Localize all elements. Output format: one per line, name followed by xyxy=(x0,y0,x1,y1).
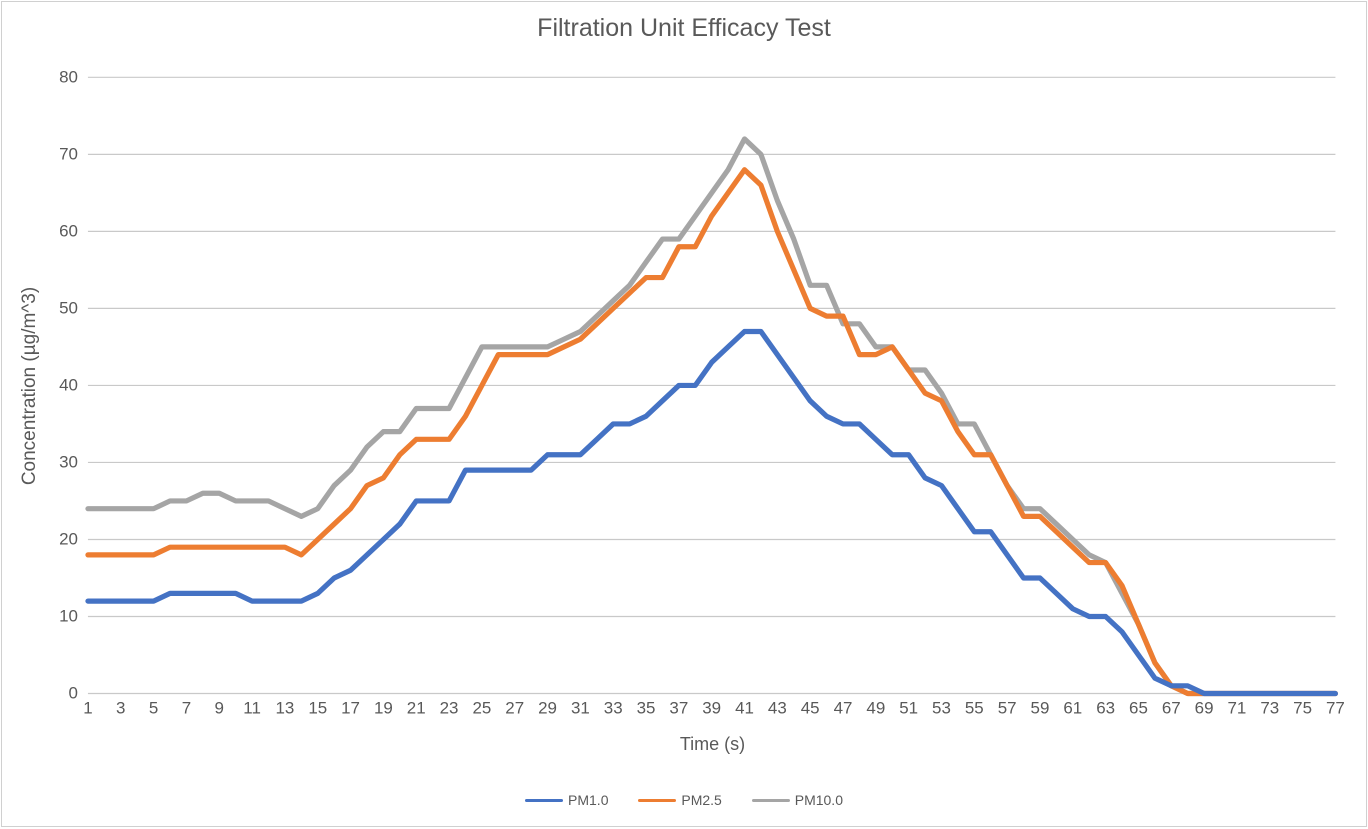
svg-text:27: 27 xyxy=(505,698,524,717)
svg-text:1: 1 xyxy=(83,698,92,717)
svg-text:29: 29 xyxy=(538,698,557,717)
svg-text:59: 59 xyxy=(1031,698,1050,717)
svg-text:69: 69 xyxy=(1195,698,1214,717)
svg-text:67: 67 xyxy=(1162,698,1181,717)
svg-text:65: 65 xyxy=(1129,698,1148,717)
svg-text:61: 61 xyxy=(1063,698,1082,717)
svg-text:7: 7 xyxy=(182,698,191,717)
svg-text:9: 9 xyxy=(215,698,224,717)
svg-text:80: 80 xyxy=(59,67,78,86)
svg-text:53: 53 xyxy=(932,698,951,717)
svg-text:20: 20 xyxy=(59,529,78,548)
svg-text:51: 51 xyxy=(899,698,918,717)
svg-text:31: 31 xyxy=(571,698,590,717)
svg-text:63: 63 xyxy=(1096,698,1115,717)
svg-text:30: 30 xyxy=(59,452,78,471)
svg-text:37: 37 xyxy=(669,698,688,717)
svg-text:77: 77 xyxy=(1326,698,1345,717)
svg-text:25: 25 xyxy=(472,698,491,717)
svg-text:73: 73 xyxy=(1260,698,1279,717)
svg-text:11: 11 xyxy=(243,698,261,717)
svg-text:45: 45 xyxy=(801,698,820,717)
svg-text:3: 3 xyxy=(116,698,125,717)
svg-text:57: 57 xyxy=(998,698,1017,717)
svg-text:70: 70 xyxy=(59,144,78,163)
svg-text:75: 75 xyxy=(1293,698,1312,717)
svg-text:39: 39 xyxy=(702,698,721,717)
svg-text:23: 23 xyxy=(440,698,459,717)
svg-text:60: 60 xyxy=(59,221,78,240)
svg-text:47: 47 xyxy=(834,698,853,717)
svg-text:17: 17 xyxy=(341,698,360,717)
svg-text:0: 0 xyxy=(69,684,78,703)
svg-text:55: 55 xyxy=(965,698,984,717)
svg-text:15: 15 xyxy=(308,698,327,717)
svg-text:21: 21 xyxy=(407,698,426,717)
svg-text:50: 50 xyxy=(59,298,78,317)
svg-text:33: 33 xyxy=(604,698,623,717)
svg-text:19: 19 xyxy=(374,698,393,717)
svg-text:71: 71 xyxy=(1228,698,1247,717)
svg-text:41: 41 xyxy=(735,698,754,717)
svg-text:13: 13 xyxy=(275,698,294,717)
svg-text:10: 10 xyxy=(59,606,78,625)
svg-text:43: 43 xyxy=(768,698,787,717)
svg-text:40: 40 xyxy=(59,375,78,394)
svg-text:49: 49 xyxy=(866,698,885,717)
svg-text:35: 35 xyxy=(637,698,656,717)
svg-text:5: 5 xyxy=(149,698,158,717)
